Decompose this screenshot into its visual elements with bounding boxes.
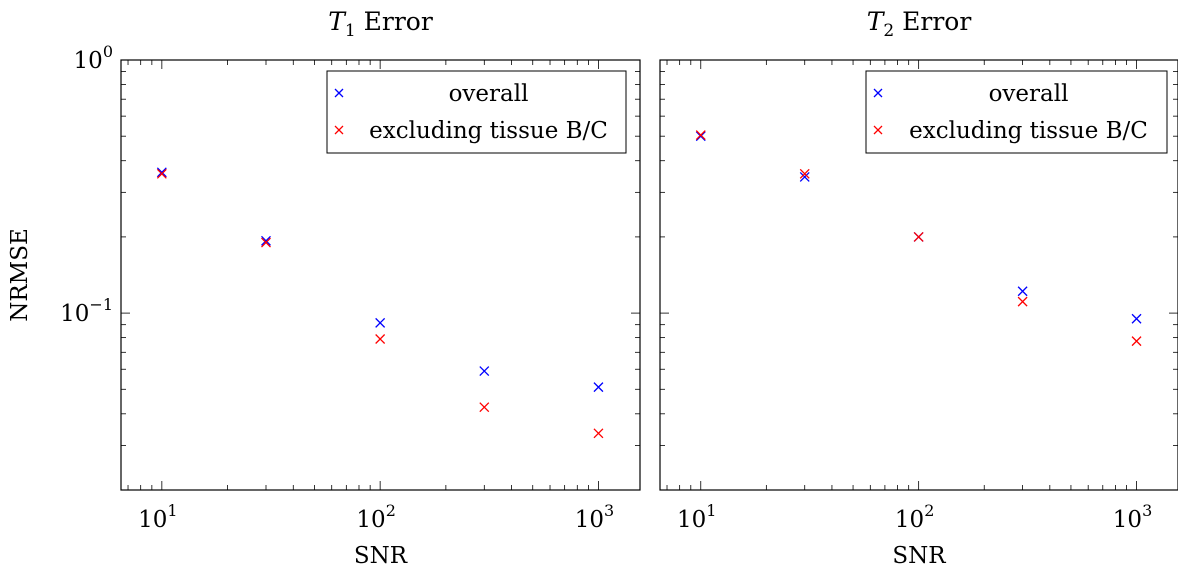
- series-1: [156, 167, 604, 393]
- data-point: [593, 382, 604, 393]
- x-tick-label: 102: [356, 501, 395, 533]
- legend-label: excluding tissue B/C: [369, 118, 608, 144]
- data-point: [593, 428, 604, 439]
- tick-base: 10: [895, 507, 924, 533]
- tick-base: 10: [677, 507, 706, 533]
- data-point: [261, 237, 271, 248]
- tick-exponent: 1: [167, 501, 177, 520]
- series-2: [156, 168, 604, 439]
- chart-title: T1 Error: [328, 7, 433, 41]
- title-symbol: T: [867, 7, 886, 36]
- data-point: [375, 334, 386, 344]
- title-subscript: 2: [883, 21, 894, 41]
- tick-exponent: 2: [386, 501, 396, 520]
- legend-label: overall: [449, 81, 529, 107]
- tick-exponent: 2: [924, 501, 934, 520]
- x-tick-label: 101: [138, 501, 177, 533]
- data-point: [1131, 313, 1142, 324]
- tick-exponent: 0: [103, 42, 113, 61]
- legend-box: [326, 70, 627, 154]
- legend-box: [865, 70, 1168, 154]
- data-point: [1017, 286, 1028, 297]
- x-axis-label: SNR: [354, 543, 408, 569]
- y-tick-label: 10−1: [60, 295, 113, 327]
- data-point: [695, 130, 706, 141]
- tick-base: 10: [575, 507, 604, 533]
- title-subscript: 1: [345, 21, 356, 41]
- tick-base: 10: [60, 301, 89, 327]
- tick-exponent: 3: [1142, 501, 1152, 520]
- x-tick-label: 102: [895, 501, 934, 533]
- data-point: [695, 131, 706, 142]
- legend-label: excluding tissue B/C: [909, 118, 1148, 144]
- tick-exponent: 3: [604, 501, 614, 520]
- tick-exponent: −1: [89, 295, 113, 314]
- data-point: [799, 168, 810, 179]
- y-axis-label: NRMSE: [7, 228, 33, 322]
- title-symbol: T: [328, 7, 347, 36]
- legend-label: overall: [989, 81, 1069, 107]
- legend-marker: [334, 88, 344, 98]
- data-point: [479, 366, 490, 377]
- data-point: [261, 235, 271, 246]
- title-rest: Error: [894, 7, 971, 36]
- tick-base: 10: [74, 48, 103, 74]
- chart-title: T2 Error: [867, 7, 972, 41]
- tick-base: 10: [1113, 507, 1142, 533]
- x-tick-label: 103: [1113, 501, 1152, 533]
- title-rest: Error: [356, 7, 433, 36]
- data-point: [375, 317, 386, 328]
- legend: overall excluding tissue B/C: [326, 70, 627, 154]
- y-tick-label: 100: [74, 42, 113, 74]
- series-2: [695, 130, 1142, 347]
- data-point: [913, 231, 924, 242]
- x-axis-label: SNR: [892, 543, 946, 569]
- tick-exponent: 1: [706, 501, 716, 520]
- x-tick-label: 101: [677, 501, 716, 533]
- legend-marker: [334, 125, 344, 135]
- data-point: [156, 167, 167, 178]
- legend-marker: [873, 88, 883, 98]
- data-point: [479, 402, 490, 413]
- tick-base: 10: [356, 507, 385, 533]
- series-1: [695, 131, 1142, 324]
- data-point: [1017, 296, 1028, 307]
- legend: overall excluding tissue B/C: [865, 70, 1168, 154]
- legend-marker: [873, 125, 883, 135]
- data-point: [156, 168, 167, 179]
- x-tick-label: 103: [575, 501, 614, 533]
- tick-base: 10: [138, 507, 167, 533]
- data-point: [1131, 336, 1142, 347]
- data-point: [799, 172, 810, 182]
